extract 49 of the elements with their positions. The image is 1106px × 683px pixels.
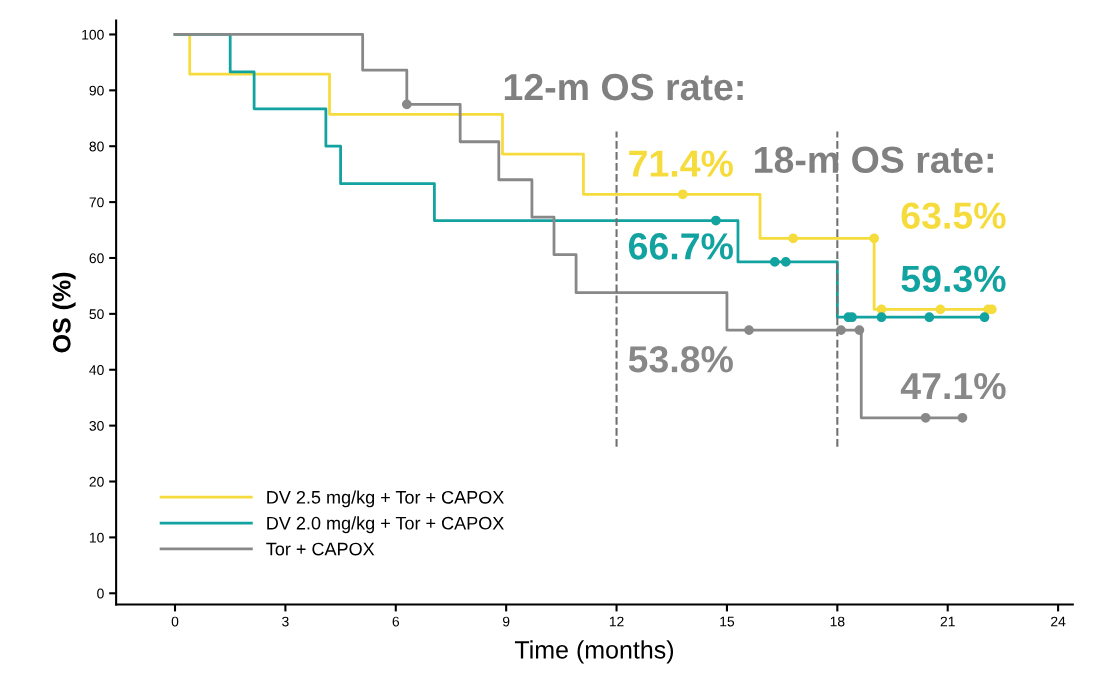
x-tick-label: 12: [609, 616, 624, 627]
y-tick-label: 60: [89, 253, 104, 264]
point: [854, 325, 865, 335]
annotation: 71.4%: [629, 150, 733, 177]
point: [836, 325, 846, 335]
annotation: 12-m OS rate:: [504, 73, 743, 101]
annotation: 59.3%: [901, 265, 1006, 293]
x-axis-title: Time (months): [514, 640, 674, 664]
y-tick-label: 40: [89, 365, 104, 375]
annotation: 18-m OS rate:: [755, 146, 993, 174]
x-tick-label: 15: [720, 616, 735, 627]
point: [401, 99, 412, 110]
point: [711, 215, 721, 226]
y-tick-label: 80: [89, 141, 104, 152]
y-axis-title: OS (%): [52, 272, 76, 353]
annotation: 66.7%: [628, 233, 733, 260]
annotation: 53.8%: [628, 346, 733, 373]
y-tick-label: 30: [89, 420, 104, 431]
x-tick-label: 21: [940, 616, 955, 627]
y-tick-label: 0: [97, 588, 104, 599]
x-tick-label: 9: [502, 616, 510, 627]
y-tick-label: 70: [89, 197, 104, 208]
x-tick-label: 6: [392, 616, 400, 627]
y-tick-label: 90: [89, 85, 104, 96]
x-tick-label: 24: [1051, 616, 1066, 627]
legend-label: DV 2.0 mg/kg + Tor + CAPOX: [267, 516, 504, 534]
y-tick-label: 20: [89, 476, 104, 487]
point: [979, 312, 990, 323]
y-tick-label: 10: [89, 532, 104, 543]
annotation: 47.1%: [900, 372, 1006, 400]
point: [957, 412, 968, 423]
point: [744, 325, 754, 335]
point: [769, 257, 780, 267]
point: [920, 412, 931, 423]
point: [924, 312, 935, 323]
annotation: 63.5%: [901, 202, 1006, 229]
x-tick-label: 3: [282, 616, 289, 627]
point: [869, 233, 879, 244]
x-tick-label: 18: [830, 616, 845, 627]
point: [788, 233, 799, 244]
legend-label: DV 2.5 mg/kg + Tor + CAPOX: [267, 490, 504, 508]
y-tick-label: 100: [82, 29, 104, 40]
y-tick-label: 50: [89, 309, 104, 320]
legend-label: Tor + CAPOX: [266, 542, 375, 556]
point: [876, 312, 887, 323]
point: [935, 304, 946, 315]
x-tick-label: 0: [171, 616, 179, 627]
point: [677, 189, 688, 200]
point: [780, 257, 791, 267]
